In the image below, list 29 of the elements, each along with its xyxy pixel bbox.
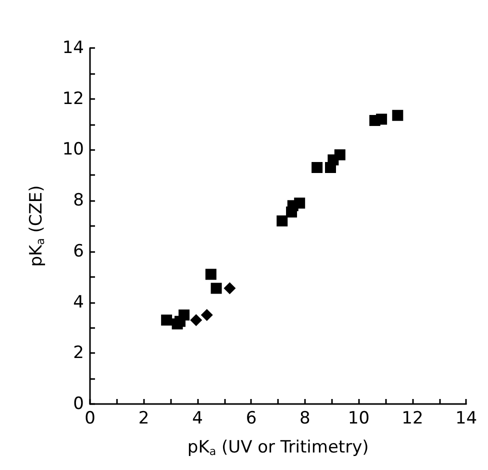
point [178,310,190,320]
y-tick-label: 12 [62,88,84,109]
point [190,314,202,326]
y-tick-label: 8 [73,190,84,211]
point [200,309,213,321]
point [312,162,323,174]
x-tick-label: 6 [246,408,257,428]
point [392,110,404,121]
x-tick-label: 8 [300,408,310,428]
x-tick-label: 14 [455,408,478,428]
y-tick-label: 4 [73,292,84,312]
point [276,215,288,226]
x-tick-label: 12 [402,408,424,428]
point [376,114,388,125]
y-tick-label: 0 [73,394,84,414]
point [294,198,306,209]
point [161,314,172,326]
point [334,149,346,160]
y-tick-label: 2 [73,343,84,364]
x-tick-label: 2 [138,408,150,428]
point [205,268,216,280]
y-axis-title: pKa (CZE) [26,185,47,267]
x-tick-label: 10 [348,408,370,428]
point [210,282,222,294]
y-tick-label: 10 [62,140,84,160]
y-tick-label: 6 [73,241,84,262]
y-tick-label: 14 [62,38,84,58]
point [224,282,236,294]
x-tick-label: 4 [192,408,203,428]
